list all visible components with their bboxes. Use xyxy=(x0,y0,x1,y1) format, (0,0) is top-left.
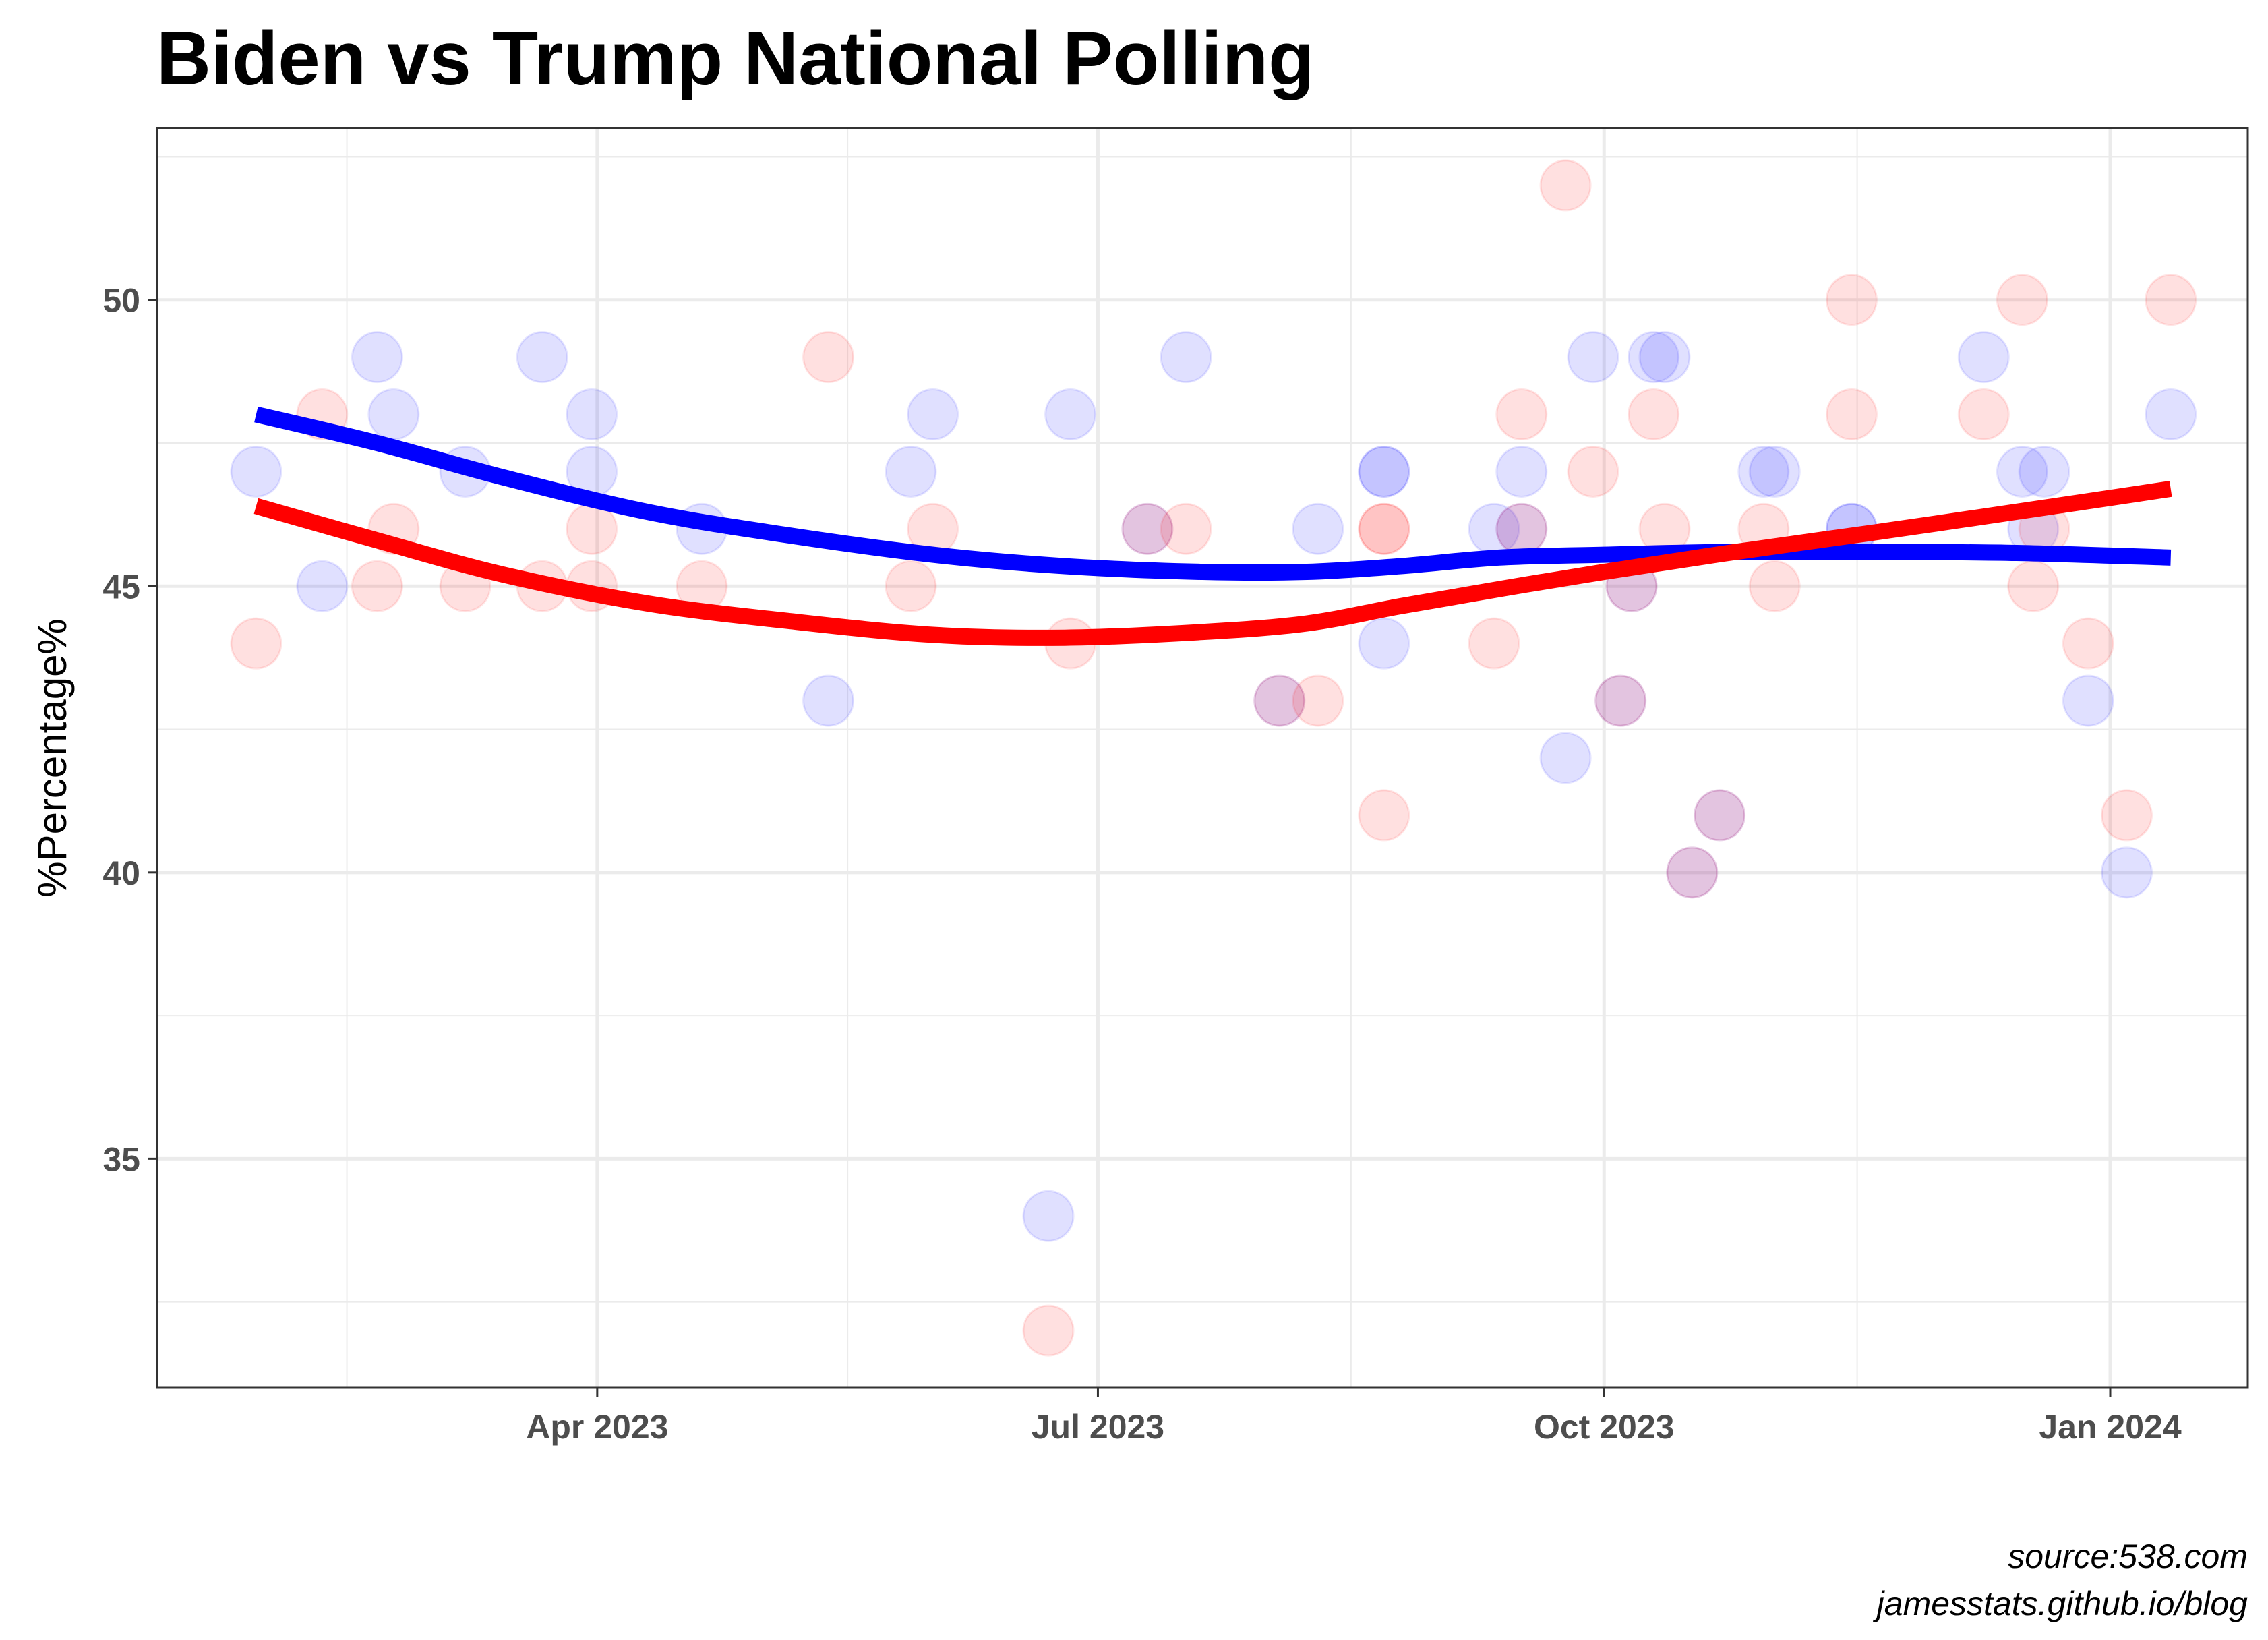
poll-point xyxy=(230,617,282,670)
poll-point xyxy=(367,388,420,441)
poll-point xyxy=(1358,502,1410,555)
poll-point xyxy=(1358,617,1410,670)
poll-point xyxy=(1628,331,1680,384)
poll-point xyxy=(1567,331,1619,384)
poll-point xyxy=(2018,445,2070,498)
y-tick-label: 35 xyxy=(102,1140,140,1178)
poll-point xyxy=(802,674,855,727)
poll-point xyxy=(2100,846,2153,899)
poll-point xyxy=(1358,502,1410,555)
poll-point xyxy=(1748,560,1801,612)
poll-point xyxy=(1825,274,1878,326)
poll-points xyxy=(230,159,2197,1357)
poll-point xyxy=(1957,331,2010,384)
y-tick-label: 40 xyxy=(102,854,140,892)
poll-point xyxy=(1539,159,1592,212)
poll-point xyxy=(1638,331,1691,384)
poll-point xyxy=(907,388,959,441)
poll-point xyxy=(1594,674,1647,727)
poll-point xyxy=(1996,445,2048,498)
poll-point xyxy=(351,331,403,384)
poll-point xyxy=(1628,388,1680,441)
poll-point xyxy=(1292,502,1344,555)
poll-point xyxy=(1666,846,1719,899)
poll-point xyxy=(802,331,855,384)
poll-point xyxy=(1594,674,1647,727)
trend-line xyxy=(254,406,2172,581)
poll-point xyxy=(1022,1190,1075,1242)
poll-point xyxy=(1358,445,1410,498)
x-tick-label: Oct 2023 xyxy=(1534,1408,1674,1446)
poll-point xyxy=(296,560,349,612)
poll-point xyxy=(1694,789,1746,842)
poll-point xyxy=(1044,388,1097,441)
poll-point xyxy=(1495,388,1548,441)
chart-title: Biden vs Trump National Polling xyxy=(156,16,1315,100)
poll-point xyxy=(1694,789,1746,842)
poll-point xyxy=(1996,274,2048,326)
y-tick-label: 50 xyxy=(102,282,140,320)
poll-point xyxy=(1358,445,1410,498)
poll-point xyxy=(1748,445,1801,498)
poll-point xyxy=(1539,732,1592,784)
poll-point xyxy=(2145,274,2197,326)
grid xyxy=(157,128,2248,1388)
poll-point xyxy=(566,388,618,441)
poll-point xyxy=(1160,502,1212,555)
x-tick-label: Jul 2023 xyxy=(1032,1408,1164,1446)
poll-point xyxy=(1292,674,1344,727)
poll-point xyxy=(230,445,282,498)
poll-point xyxy=(1957,388,2010,441)
poll-point xyxy=(1567,445,1619,498)
poll-point xyxy=(1121,502,1174,555)
poll-point xyxy=(2100,789,2153,842)
y-axis-label: %Percentage% xyxy=(30,618,75,898)
poll-point xyxy=(1358,789,1410,842)
poll-point xyxy=(885,560,937,612)
poll-point xyxy=(1495,502,1548,555)
poll-point xyxy=(885,445,937,498)
poll-point xyxy=(1825,388,1878,441)
trend-lines xyxy=(253,406,2172,646)
y-tick-label: 45 xyxy=(102,568,140,606)
y-axis: 35 40 45 50 xyxy=(102,282,157,1178)
trend-line xyxy=(253,481,2172,646)
poll-point xyxy=(1737,445,1790,498)
poll-point xyxy=(1253,674,1306,727)
poll-point xyxy=(1121,502,1174,555)
plot-panel-border xyxy=(156,127,2249,1389)
poll-point xyxy=(2007,560,2060,612)
poll-point xyxy=(1022,1304,1075,1357)
poll-point xyxy=(1468,617,1520,670)
caption-blog: jamesstats.github.io/blog xyxy=(1873,1585,2248,1622)
caption-source: source:538.com xyxy=(2008,1538,2248,1575)
poll-point xyxy=(1495,445,1548,498)
x-tick-label: Jan 2024 xyxy=(2039,1408,2181,1446)
poll-point xyxy=(2145,388,2197,441)
poll-point xyxy=(2062,674,2114,727)
poll-point xyxy=(1160,331,1212,384)
poll-point xyxy=(1666,846,1719,899)
poll-point xyxy=(351,560,403,612)
poll-point xyxy=(516,331,568,384)
x-tick-label: Apr 2023 xyxy=(526,1408,668,1446)
x-axis: Apr 2023 Jul 2023 Oct 2023 Jan 2024 xyxy=(526,1388,2182,1446)
poll-point xyxy=(1253,674,1306,727)
poll-point xyxy=(2062,617,2114,670)
